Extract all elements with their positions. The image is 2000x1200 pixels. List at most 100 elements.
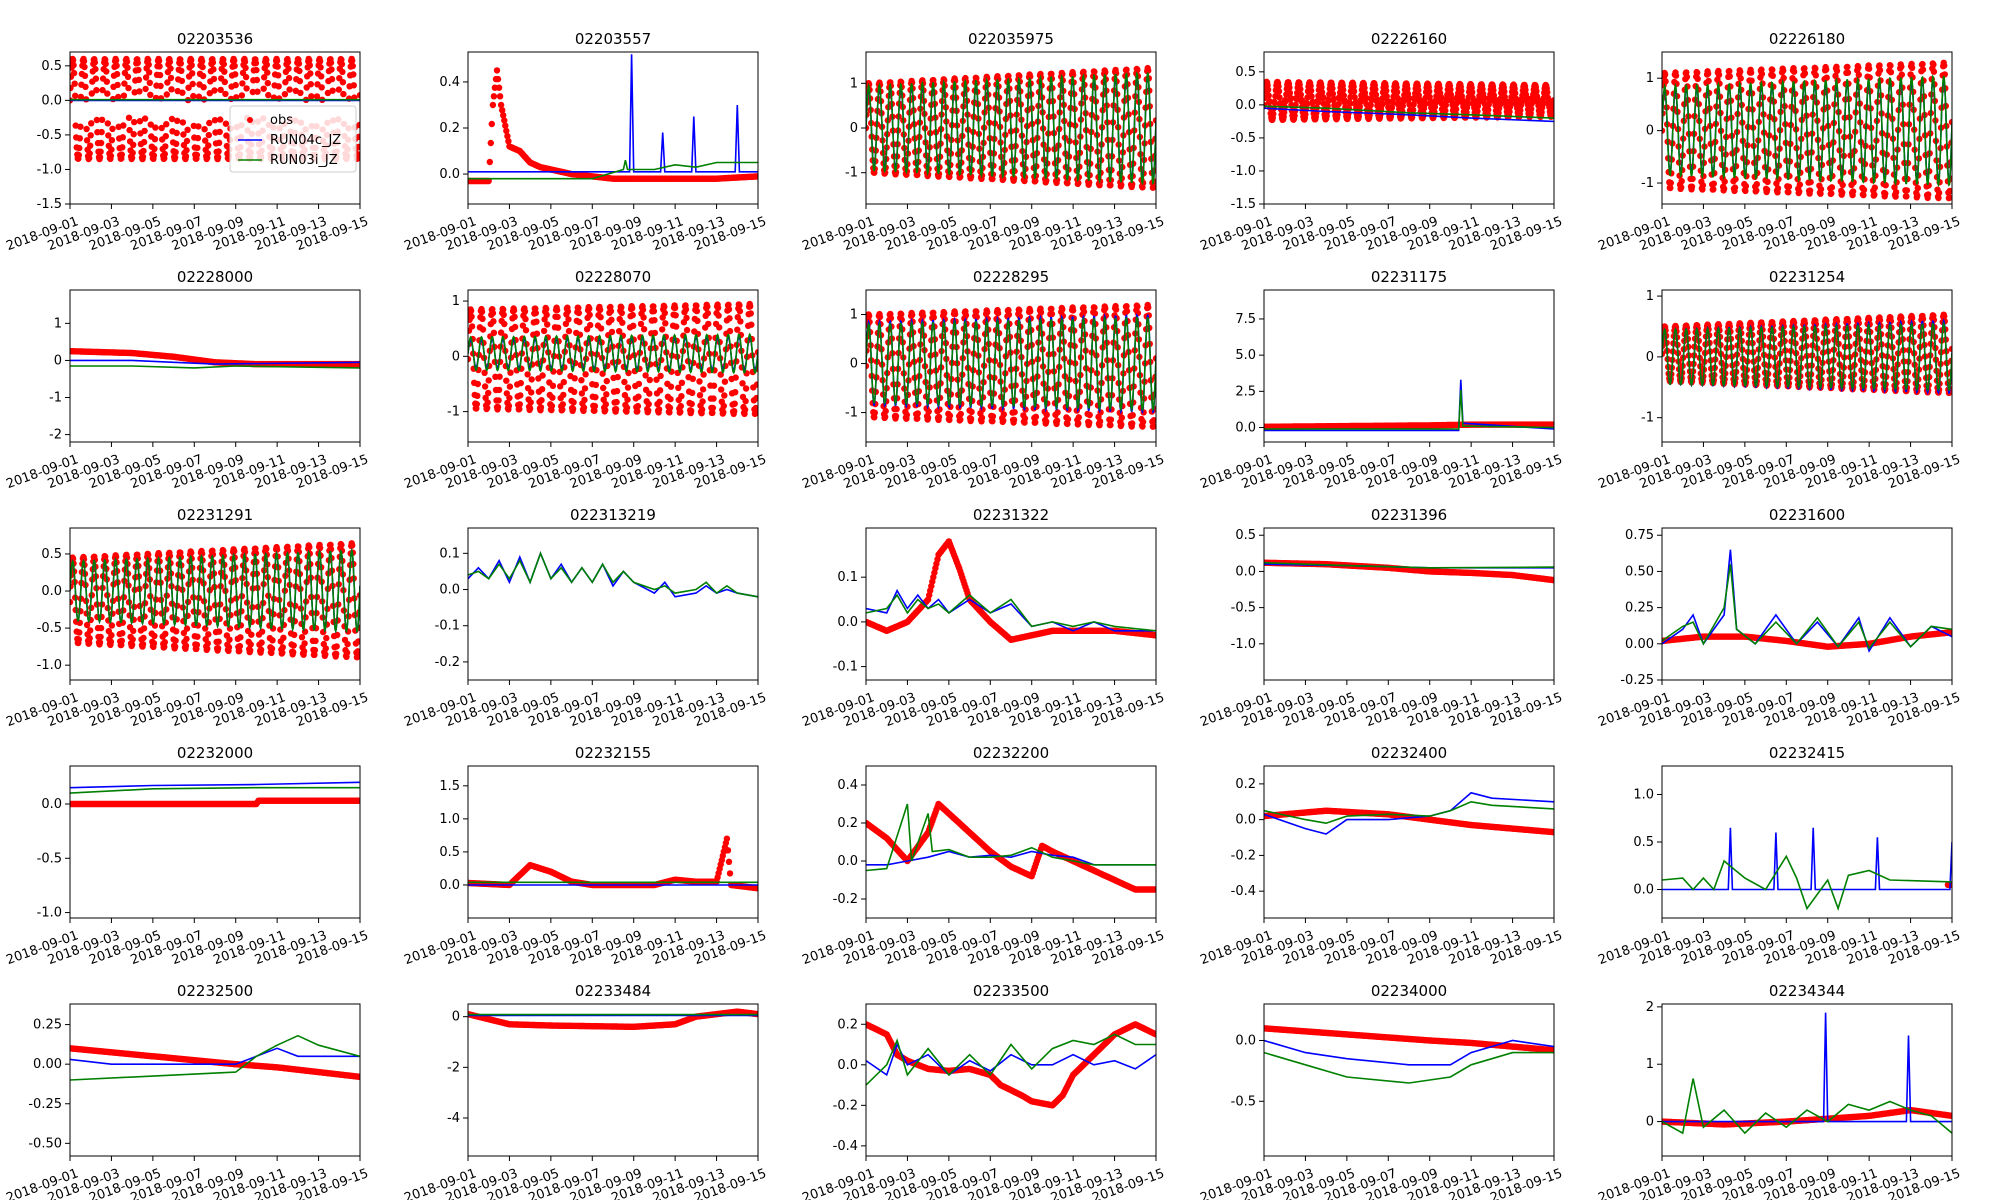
obs-point — [1887, 69, 1895, 76]
obs-point — [96, 154, 104, 161]
obs-point — [1107, 416, 1115, 423]
obs-point — [597, 314, 604, 321]
obs-point — [335, 86, 342, 93]
obs-point — [709, 409, 716, 417]
obs-point — [1069, 307, 1077, 314]
obs-point — [1404, 85, 1411, 93]
obs-point — [76, 144, 83, 152]
obs-point — [580, 404, 588, 411]
obs-point — [141, 115, 149, 122]
obs-point — [242, 73, 250, 81]
obs-point — [1694, 75, 1701, 83]
obs-point — [198, 58, 206, 65]
obs-point — [543, 305, 550, 313]
obs-point — [1432, 99, 1440, 106]
obs-point — [124, 64, 131, 71]
obs-point — [501, 117, 508, 124]
obs-point — [1764, 178, 1771, 186]
obs-point — [318, 84, 325, 91]
obs-point — [489, 101, 497, 109]
obs-point — [104, 90, 111, 97]
obs-point — [75, 151, 83, 159]
obs-point — [1780, 74, 1787, 82]
obs-point — [586, 311, 593, 319]
obs-point — [494, 75, 502, 83]
obs-point — [1129, 412, 1136, 419]
obs-point — [557, 383, 564, 390]
obs-point — [1372, 91, 1380, 98]
run03i-series — [468, 160, 758, 180]
obs-point — [1129, 180, 1136, 188]
obs-point — [1501, 88, 1508, 95]
obs-point — [350, 71, 357, 78]
axes-frame — [1661, 51, 1953, 205]
obs-point — [720, 402, 727, 410]
panel-title: 02228070 — [575, 268, 651, 286]
obs-point — [109, 125, 116, 132]
y-tick-label: 1 — [1646, 289, 1654, 304]
obs-point — [129, 149, 136, 157]
obs-point — [1865, 65, 1873, 72]
obs-point — [161, 150, 168, 158]
obs-point — [195, 123, 202, 130]
obs-point — [125, 114, 133, 122]
plot-area — [866, 301, 1156, 430]
obs-point — [478, 308, 486, 315]
panel-022035975: 02203597510-12018-09-012018-09-032018-09… — [800, 30, 1166, 254]
obs-point — [565, 316, 572, 323]
obs-point — [275, 83, 282, 90]
obs-point — [495, 84, 503, 91]
obs-point — [177, 60, 184, 67]
obs-point — [103, 68, 110, 75]
legend-marker-obs — [247, 117, 253, 123]
obs-point — [1318, 88, 1326, 96]
obs-point — [487, 139, 494, 147]
axes-frame — [865, 289, 1157, 443]
obs-point — [356, 92, 360, 99]
panel-title: 02228000 — [177, 268, 253, 286]
obs-point — [499, 107, 506, 114]
obs-point — [1785, 183, 1793, 190]
obs-point — [1102, 305, 1109, 312]
obs-point — [930, 314, 937, 321]
obs-point — [1925, 191, 1932, 198]
obs-point — [1308, 93, 1315, 100]
obs-point — [994, 310, 1002, 317]
obs-point — [882, 407, 889, 415]
obs-point — [747, 310, 754, 317]
run03i-series — [1264, 389, 1554, 430]
obs-point — [683, 314, 690, 322]
obs-point — [1882, 182, 1889, 189]
obs-point — [1704, 70, 1712, 77]
obs-point — [490, 318, 497, 325]
obs-point — [1150, 417, 1156, 424]
obs-point — [134, 59, 141, 67]
obs-point — [306, 57, 313, 64]
obs-point — [505, 402, 513, 410]
obs-point — [752, 410, 758, 417]
run04c-series — [70, 359, 360, 365]
obs-point — [569, 405, 577, 412]
y-tick-label: -1 — [1641, 176, 1654, 191]
obs-point — [1064, 420, 1071, 428]
y-tick-label: 0 — [54, 353, 62, 368]
obs-point — [1876, 62, 1883, 69]
obs-point — [517, 392, 524, 399]
obs-point — [1726, 67, 1733, 75]
obs-point — [1011, 409, 1018, 416]
run03i-series — [1662, 74, 1952, 188]
obs-point — [114, 81, 121, 89]
obs-point — [496, 373, 503, 380]
obs-point — [118, 151, 126, 158]
obs-point — [544, 321, 551, 328]
obs-point — [1265, 92, 1272, 99]
panel-02203557: 022035570.40.20.02018-09-012018-09-03201… — [402, 30, 768, 254]
obs-point — [1096, 418, 1104, 425]
obs-point — [882, 413, 889, 421]
obs-point — [1871, 184, 1879, 191]
obs-point — [157, 82, 164, 90]
obs-point — [115, 93, 122, 101]
obs-point — [1763, 186, 1771, 193]
obs-point — [978, 414, 986, 421]
obs-point — [88, 90, 96, 97]
